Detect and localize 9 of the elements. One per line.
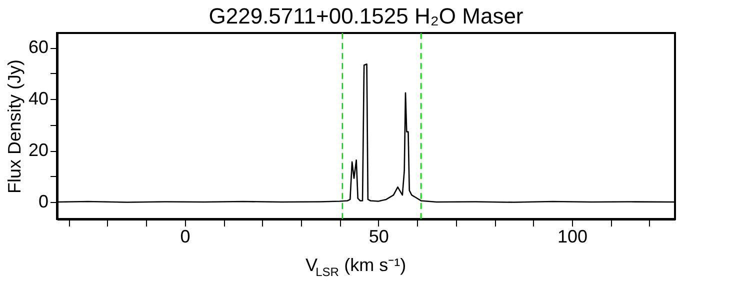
y-axis-title: Flux Density (Jy) <box>4 59 24 194</box>
chart-title: G229.5711+00.1525 H₂O Maser <box>208 3 524 28</box>
y-tick-label: 20 <box>28 140 48 160</box>
y-tick-label: 0 <box>38 192 48 212</box>
x-tick-label: 50 <box>368 226 389 246</box>
x-tick-label: 100 <box>557 226 588 246</box>
y-tick-label: 60 <box>28 37 48 58</box>
x-tick-label: 0 <box>180 226 190 246</box>
y-tick-label: 40 <box>28 88 48 109</box>
